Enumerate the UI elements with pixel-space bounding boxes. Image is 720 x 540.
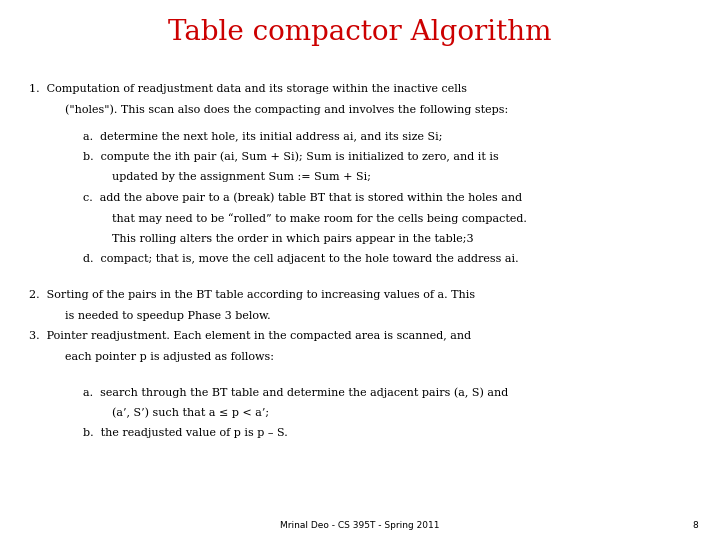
Text: a.  search through the BT table and determine the adjacent pairs (a, S) and: a. search through the BT table and deter… — [83, 387, 508, 398]
Text: This rolling alters the order in which pairs appear in the table;3: This rolling alters the order in which p… — [112, 234, 473, 244]
Text: 3.  Pointer readjustment. Each element in the compacted area is scanned, and: 3. Pointer readjustment. Each element in… — [29, 331, 471, 341]
Text: 1.  Computation of readjustment data and its storage within the inactive cells: 1. Computation of readjustment data and … — [29, 84, 467, 94]
Text: 2.  Sorting of the pairs in the BT table according to increasing values of a. Th: 2. Sorting of the pairs in the BT table … — [29, 290, 475, 300]
Text: that may need to be “rolled” to make room for the cells being compacted.: that may need to be “rolled” to make roo… — [112, 213, 526, 224]
Text: is needed to speedup Phase 3 below.: is needed to speedup Phase 3 below. — [65, 310, 271, 321]
Text: d.  compact; that is, move the cell adjacent to the hole toward the address ai.: d. compact; that is, move the cell adjac… — [83, 254, 518, 265]
Text: b.  the readjusted value of p is p – S.: b. the readjusted value of p is p – S. — [83, 428, 287, 438]
Text: ("holes"). This scan also does the compacting and involves the following steps:: ("holes"). This scan also does the compa… — [65, 104, 508, 115]
Text: a.  determine the next hole, its initial address ai, and its size Si;: a. determine the next hole, its initial … — [83, 131, 442, 141]
Text: Mrinal Deo - CS 395T - Spring 2011: Mrinal Deo - CS 395T - Spring 2011 — [280, 521, 440, 530]
Text: c.  add the above pair to a (break) table BT that is stored within the holes and: c. add the above pair to a (break) table… — [83, 193, 522, 204]
Text: updated by the assignment Sum := Sum + Si;: updated by the assignment Sum := Sum + S… — [112, 172, 371, 183]
Text: each pointer p is adjusted as follows:: each pointer p is adjusted as follows: — [65, 352, 274, 362]
Text: (a’, S’) such that a ≤ p < a’;: (a’, S’) such that a ≤ p < a’; — [112, 408, 269, 418]
Text: 8: 8 — [693, 521, 698, 530]
Text: b.  compute the ith pair (ai, Sum + Si); Sum is initialized to zero, and it is: b. compute the ith pair (ai, Sum + Si); … — [83, 152, 498, 163]
Text: Table compactor Algorithm: Table compactor Algorithm — [168, 19, 552, 46]
